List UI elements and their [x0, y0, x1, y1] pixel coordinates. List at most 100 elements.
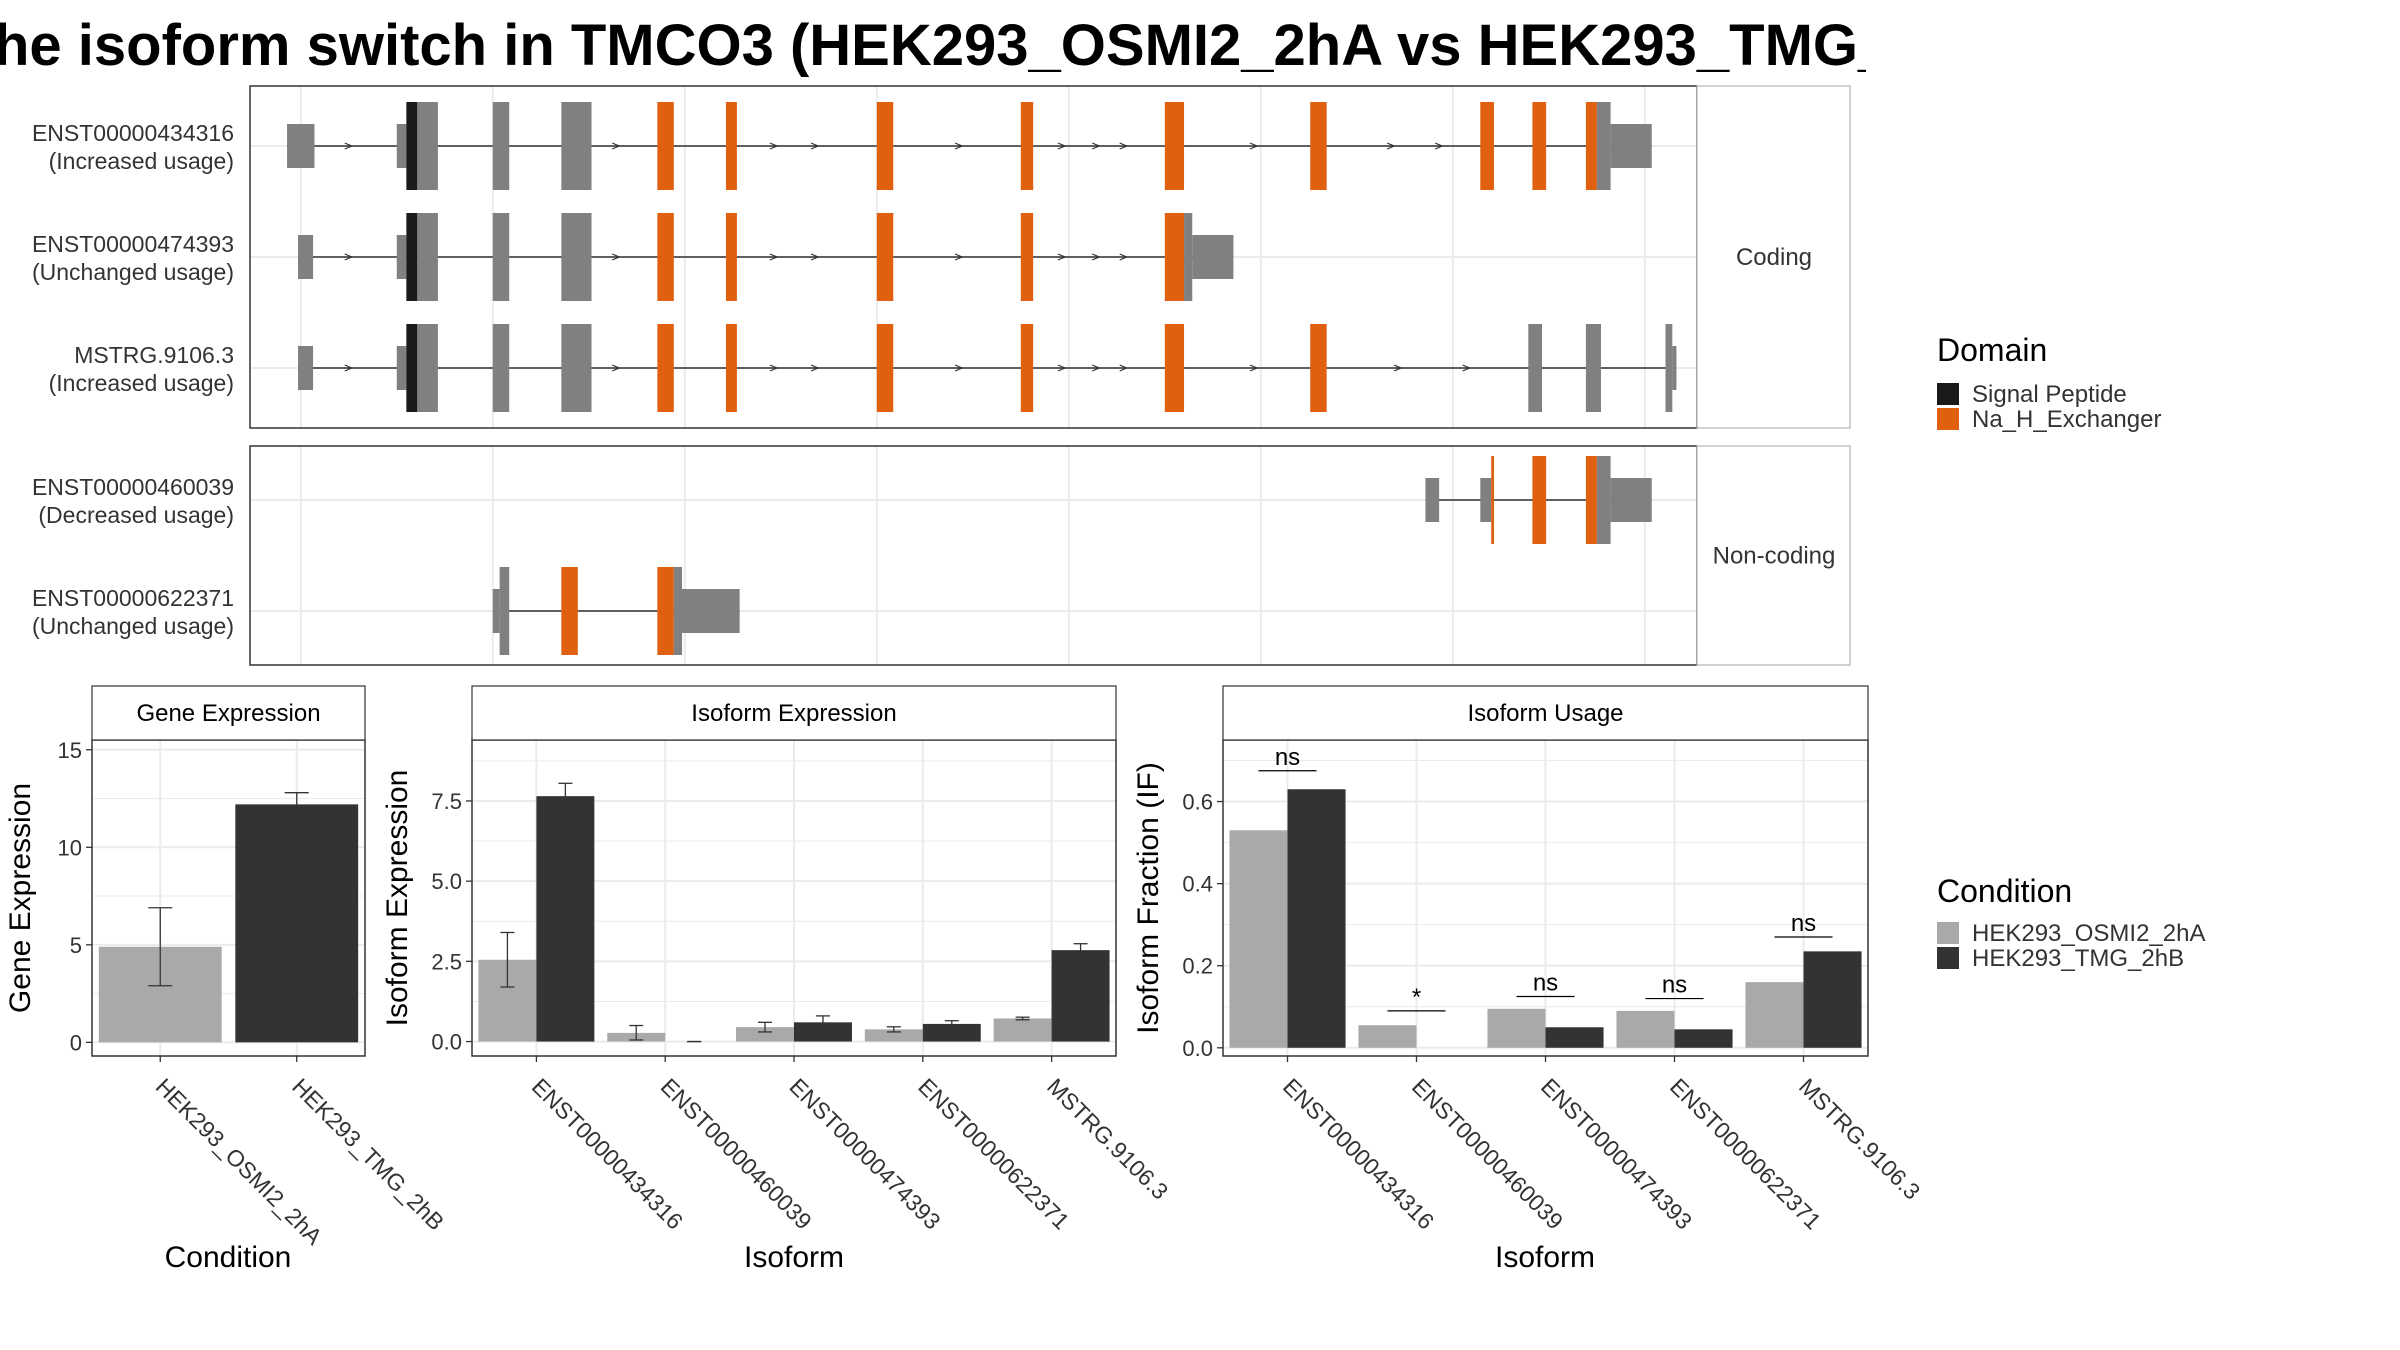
- exon: [1585, 324, 1601, 412]
- intron-arrow: [1057, 142, 1067, 150]
- exon: [396, 346, 407, 390]
- intron-arrow: [1249, 364, 1259, 372]
- domain-exon: [657, 567, 674, 655]
- bar: [1358, 1025, 1417, 1048]
- exon: [492, 102, 510, 190]
- bar: [1287, 789, 1346, 1048]
- facet-strip: [1696, 445, 1851, 666]
- exon: [417, 324, 438, 412]
- exon: [1192, 235, 1234, 279]
- condition-legend-item: HEK293_TMG_2hB: [1972, 945, 2184, 972]
- figure-title: he isoform switch in TMCO3 (HEK293_OSMI2…: [0, 13, 1866, 78]
- y-axis-title: Gene Expression: [4, 783, 37, 1013]
- bar: [864, 1029, 923, 1042]
- intron-arrow: [769, 364, 779, 372]
- y-tick-label: 7.5: [431, 789, 462, 814]
- x-tick-label: MSTRG.9106.3: [1794, 1073, 1925, 1204]
- intron-arrow: [769, 142, 779, 150]
- bar: [536, 796, 595, 1042]
- domain-exon: [876, 213, 894, 301]
- intron-arrow: [769, 253, 779, 261]
- domain-legend-item: Na_H_Exchanger: [1972, 406, 2161, 433]
- signal-peptide-exon: [406, 102, 418, 190]
- isoform-usage-label: (Increased usage): [49, 148, 234, 174]
- domain-exon: [1532, 102, 1547, 190]
- intron-arrow: [1092, 364, 1101, 372]
- domain-exon: [561, 567, 578, 655]
- structure-panel: [250, 446, 1697, 665]
- exon: [1425, 478, 1440, 522]
- exon: [492, 213, 510, 301]
- exon: [673, 567, 683, 655]
- bar: [1487, 1008, 1546, 1048]
- condition-a-swatch: [1937, 922, 1959, 944]
- domain-legend-title: Domain: [1937, 332, 2047, 368]
- y-axis-title: Isoform Fraction (IF): [1132, 762, 1165, 1034]
- y-tick-label: 0.6: [1182, 790, 1213, 815]
- intron-arrow: [954, 253, 964, 261]
- domain-exon: [1164, 102, 1185, 190]
- exon: [417, 102, 438, 190]
- intron-arrow: [1119, 364, 1129, 372]
- domain-exon: [1164, 213, 1185, 301]
- y-tick-label: 2.5: [431, 949, 462, 974]
- isoform-usage-label: (Unchanged usage): [32, 259, 234, 285]
- domain-exon: [657, 213, 674, 301]
- y-tick-label: 5: [70, 933, 82, 958]
- isoform-id-label: ENST00000434316: [32, 120, 234, 146]
- intron-arrow: [1092, 253, 1101, 261]
- exon: [298, 346, 314, 390]
- domain-exon: [1585, 456, 1597, 544]
- bar: [1745, 982, 1804, 1048]
- facet-strip-label: Coding: [1736, 244, 1812, 271]
- y-tick-label: 0.0: [431, 1030, 462, 1055]
- domain-exon: [1310, 102, 1327, 190]
- significance-label: *: [1412, 984, 1421, 1011]
- intron-arrow: [1057, 253, 1067, 261]
- exon: [298, 235, 314, 279]
- bar: [736, 1027, 794, 1042]
- bar: [1229, 830, 1288, 1048]
- intron-arrow: [1119, 142, 1129, 150]
- isoform-id-label: ENST00000460039: [32, 474, 234, 500]
- bar: [993, 1018, 1052, 1042]
- exon: [1528, 324, 1543, 412]
- domain-exon: [876, 102, 894, 190]
- significance-label: ns: [1533, 969, 1558, 996]
- x-axis-title: Isoform: [1495, 1241, 1595, 1274]
- chart-strip-title: Gene Expression: [136, 700, 320, 727]
- intron-arrow: [1119, 253, 1129, 261]
- domain-exon: [1020, 102, 1034, 190]
- intron-arrow: [1393, 364, 1403, 372]
- chart-strip: [1222, 685, 1869, 741]
- x-tick-label: HEK293_TMG_2hB: [287, 1073, 449, 1235]
- exon: [396, 235, 407, 279]
- intron-arrow: [810, 253, 820, 261]
- exon: [1596, 456, 1611, 544]
- chart-strip: [91, 685, 366, 741]
- exon: [1184, 213, 1193, 301]
- isoform-usage-label: (Decreased usage): [38, 502, 234, 528]
- exon: [561, 102, 592, 190]
- exon: [417, 213, 438, 301]
- y-tick-label: 0.0: [1182, 1036, 1213, 1061]
- na-h-exchanger-swatch: [1937, 408, 1959, 430]
- signal-peptide-swatch: [1937, 383, 1959, 405]
- y-tick-label: 0.4: [1182, 872, 1213, 897]
- intron-arrow: [1462, 364, 1472, 372]
- bar: [1674, 1029, 1733, 1048]
- signal-peptide-exon: [406, 324, 418, 412]
- intron-arrow: [1434, 142, 1444, 150]
- domain-exon: [725, 213, 737, 301]
- significance-label: ns: [1275, 744, 1300, 771]
- bar: [235, 804, 359, 1043]
- domain-exon: [1480, 102, 1495, 190]
- exon: [492, 589, 500, 633]
- domain-exon: [725, 324, 737, 412]
- y-tick-label: 0.2: [1182, 954, 1213, 979]
- domain-exon: [725, 102, 737, 190]
- exon: [561, 324, 592, 412]
- significance-label: ns: [1791, 910, 1816, 937]
- bar: [1803, 951, 1862, 1048]
- intron-arrow: [344, 142, 354, 150]
